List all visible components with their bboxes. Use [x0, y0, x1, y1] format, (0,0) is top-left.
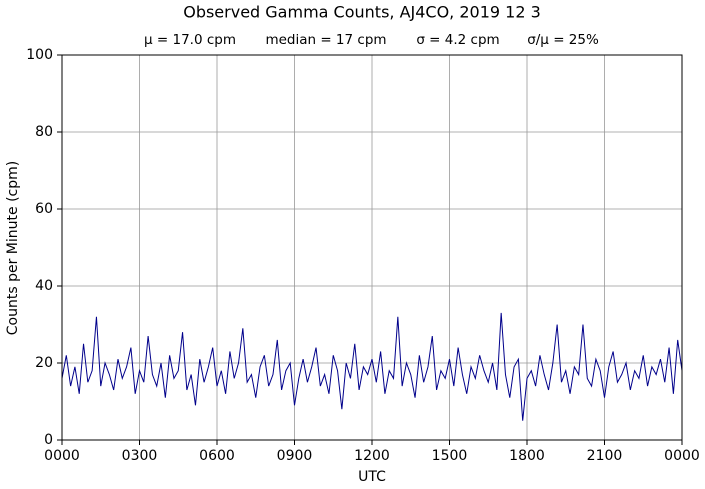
x-tick-label: 1200: [354, 448, 390, 464]
y-axis-label: Counts per Minute (cpm): [5, 161, 21, 335]
data-line: [61, 312, 683, 421]
y-tick-label: 20: [35, 355, 53, 371]
y-tick-label: 40: [35, 278, 53, 294]
annotation: μ = 17.0 cpm: [144, 32, 236, 48]
y-tick-label: 0: [44, 432, 53, 448]
x-tick-label: 0600: [199, 448, 235, 464]
x-tick-label: 0300: [122, 448, 158, 464]
annotation: median = 17 cpm: [265, 32, 386, 48]
plot-frame: [61, 54, 683, 441]
x-axis-label: UTC: [358, 469, 386, 485]
y-tick-label: 100: [26, 47, 53, 63]
annotation: σ = 4.2 cpm: [416, 32, 499, 48]
x-tick-label: 2100: [587, 448, 623, 464]
x-tick-label: 1800: [509, 448, 545, 464]
x-tick-label: 0900: [277, 448, 313, 464]
x-tick-label: 0000: [664, 448, 700, 464]
y-tick-label: 60: [35, 201, 53, 217]
x-tick-label: 0000: [44, 448, 80, 464]
y-tick-label: 80: [35, 124, 53, 140]
annotation: σ/μ = 25%: [527, 32, 599, 48]
chart-title: Observed Gamma Counts, AJ4CO, 2019 12 3: [183, 3, 541, 22]
x-tick-label: 1500: [432, 448, 468, 464]
